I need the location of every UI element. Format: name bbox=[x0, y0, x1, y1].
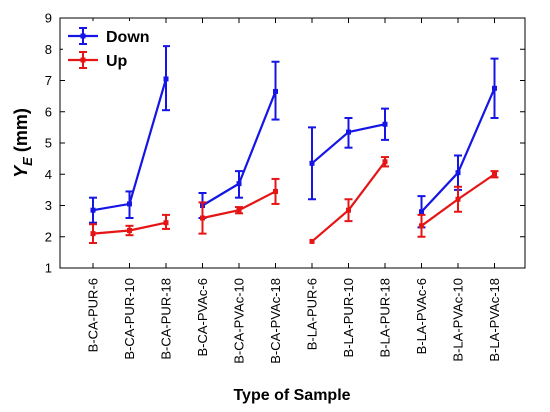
legend-box bbox=[63, 21, 163, 79]
y-tick-label: 5 bbox=[45, 136, 52, 151]
legend-swatch-marker bbox=[80, 57, 86, 63]
x-axis-title: Type of Sample bbox=[233, 387, 350, 404]
data-point bbox=[127, 201, 132, 207]
data-point bbox=[90, 231, 96, 237]
x-category-label: B-CA-PUR-18 bbox=[159, 278, 174, 360]
x-category-label: B-CA-PUR-10 bbox=[122, 278, 137, 360]
data-point bbox=[382, 159, 388, 165]
x-category-label: B-CA-PVAc-10 bbox=[232, 278, 247, 364]
data-point bbox=[163, 76, 169, 82]
y-tick-label: 6 bbox=[45, 104, 52, 119]
y-axis-title: YE (mm) bbox=[11, 108, 35, 178]
data-point bbox=[200, 215, 205, 221]
data-point bbox=[492, 85, 497, 91]
series-layer bbox=[89, 45, 499, 244]
y-tick-label: 2 bbox=[45, 229, 52, 244]
data-point bbox=[90, 207, 96, 213]
y-axis-title-sub: E bbox=[20, 157, 35, 166]
data-point bbox=[419, 223, 424, 229]
y-axis-title-unit: (mm) bbox=[11, 108, 31, 157]
data-point bbox=[346, 207, 351, 213]
data-point bbox=[492, 171, 497, 177]
x-category-label: B-CA-PVAc-6 bbox=[195, 278, 210, 357]
x-category-label: B-LA-PVAc-18 bbox=[487, 278, 502, 362]
y-tick-label: 4 bbox=[45, 167, 52, 182]
x-category-label: B-LA-PVAc-6 bbox=[414, 278, 429, 354]
data-point bbox=[236, 207, 242, 213]
series-up bbox=[89, 156, 499, 244]
data-point bbox=[127, 228, 132, 233]
legend-swatch-marker bbox=[80, 33, 86, 39]
x-category-label: B-LA-PUR-10 bbox=[341, 278, 356, 357]
legend-label-up: Up bbox=[106, 53, 128, 70]
y-axis: 1 2 3 4 5 6 7 8 9 bbox=[45, 11, 525, 276]
data-point bbox=[309, 160, 315, 166]
legend: Down Up bbox=[63, 21, 163, 79]
data-point bbox=[309, 238, 315, 244]
x-category-label: B-LA-PUR-6 bbox=[305, 278, 320, 350]
x-category-label: B-CA-PUR-6 bbox=[86, 278, 101, 352]
data-point bbox=[382, 121, 388, 127]
y-tick-label: 9 bbox=[45, 11, 52, 26]
data-point bbox=[273, 88, 278, 94]
data-point bbox=[236, 181, 242, 187]
x-category-label: B-LA-PUR-18 bbox=[378, 278, 393, 357]
y-tick-label: 8 bbox=[45, 42, 52, 57]
y-tick-label: 3 bbox=[45, 198, 52, 213]
y-tick-label: 7 bbox=[45, 73, 52, 88]
data-point bbox=[346, 129, 351, 135]
data-point bbox=[455, 170, 461, 176]
y-tick-label: 1 bbox=[45, 261, 52, 276]
data-point bbox=[419, 209, 424, 215]
data-point bbox=[163, 220, 169, 226]
y-axis-title-main: Y bbox=[11, 164, 31, 178]
data-point bbox=[455, 196, 461, 202]
x-category-label: B-CA-PVAc-18 bbox=[268, 278, 283, 364]
data-point bbox=[273, 188, 278, 194]
legend-label-down: Down bbox=[106, 29, 150, 46]
x-category-label: B-LA-PVAc-10 bbox=[451, 278, 466, 362]
x-axis: B-CA-PUR-6 B-CA-PUR-10 B-CA-PUR-18 B-CA-PVA… bbox=[86, 18, 502, 364]
